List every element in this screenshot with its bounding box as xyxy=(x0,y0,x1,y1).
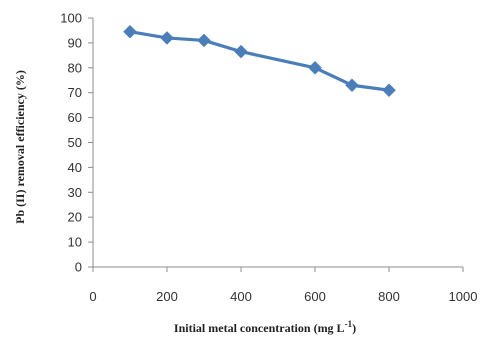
data-point xyxy=(197,33,211,48)
data-point xyxy=(382,83,396,98)
x-tick-label: 1000 xyxy=(449,289,478,304)
y-ticks: 0 10 20 30 40 50 60 70 80 90 100 xyxy=(60,11,93,275)
y-tick-label: 20 xyxy=(68,210,82,225)
x-ticks: 0 200 400 600 800 1000 xyxy=(89,267,477,304)
y-tick-label: 40 xyxy=(68,160,82,175)
data-point xyxy=(234,44,248,59)
y-tick-label: 90 xyxy=(68,35,82,50)
x-tick-label: 200 xyxy=(156,289,178,304)
data-point xyxy=(123,24,137,39)
x-axis-title: Initial metal concentration (mg L-1) xyxy=(174,319,356,335)
y-axis-title: Pb (II) removal efficiency (%) xyxy=(13,70,27,224)
y-tick-label: 70 xyxy=(68,85,82,100)
y-tick-label: 100 xyxy=(60,11,82,26)
data-point xyxy=(160,31,174,45)
x-tick-label: 600 xyxy=(304,289,326,304)
series-layer xyxy=(123,24,396,98)
y-tick-label: 10 xyxy=(68,235,82,250)
data-point xyxy=(345,78,359,93)
y-tick-label: 0 xyxy=(75,260,82,275)
axes xyxy=(92,18,463,268)
data-point xyxy=(308,60,322,75)
y-tick-label: 30 xyxy=(68,185,82,200)
y-tick-label: 60 xyxy=(68,110,82,125)
y-tick-label: 50 xyxy=(68,135,82,150)
x-tick-label: 0 xyxy=(89,289,96,304)
x-tick-label: 400 xyxy=(230,289,252,304)
y-tick-label: 80 xyxy=(68,60,82,75)
x-tick-label: 800 xyxy=(378,289,400,304)
